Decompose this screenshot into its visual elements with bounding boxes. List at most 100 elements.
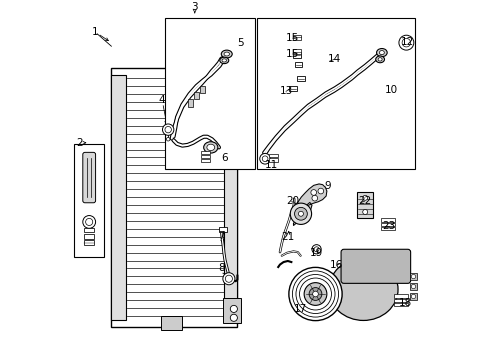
Circle shape (311, 245, 321, 254)
Circle shape (288, 267, 342, 321)
Circle shape (312, 291, 318, 297)
Bar (292, 35, 300, 40)
Bar (161, 316, 182, 330)
Bar (164, 18, 255, 169)
Ellipse shape (375, 56, 384, 63)
Text: 11: 11 (264, 161, 277, 171)
Circle shape (410, 274, 415, 279)
Text: 20: 20 (286, 196, 299, 206)
Circle shape (398, 35, 413, 50)
Bar (380, 227, 394, 230)
Circle shape (410, 284, 415, 289)
Bar (357, 192, 373, 219)
Text: 14: 14 (327, 54, 340, 64)
Bar (393, 303, 407, 306)
Bar (201, 159, 210, 162)
Bar (193, 92, 199, 99)
Text: 10: 10 (384, 85, 397, 95)
Polygon shape (293, 202, 311, 225)
Bar (288, 86, 296, 91)
Text: 16: 16 (329, 260, 343, 270)
Circle shape (401, 39, 410, 47)
Text: 6: 6 (221, 153, 227, 163)
Bar (292, 49, 300, 54)
Circle shape (82, 216, 95, 228)
Ellipse shape (206, 144, 214, 150)
Circle shape (313, 247, 318, 252)
Text: 13: 13 (279, 86, 292, 96)
Circle shape (259, 153, 270, 164)
Text: 9: 9 (324, 181, 330, 192)
Circle shape (304, 283, 326, 305)
Bar (380, 219, 394, 222)
Bar (201, 155, 210, 158)
Circle shape (85, 219, 93, 225)
Bar (84, 228, 94, 232)
Bar (256, 18, 414, 169)
Circle shape (230, 314, 237, 321)
Bar (268, 158, 277, 162)
Ellipse shape (222, 59, 226, 62)
Circle shape (362, 195, 367, 200)
Circle shape (362, 210, 367, 215)
Circle shape (298, 211, 303, 216)
Circle shape (290, 203, 311, 224)
Circle shape (166, 138, 170, 141)
Bar (292, 53, 300, 58)
Circle shape (162, 124, 174, 135)
Text: 17: 17 (293, 304, 306, 314)
Text: 21: 21 (281, 232, 294, 242)
Text: 7: 7 (217, 231, 224, 242)
Circle shape (223, 273, 234, 285)
Circle shape (262, 156, 267, 162)
Ellipse shape (376, 49, 386, 57)
Text: 4: 4 (159, 95, 165, 105)
Bar (74, 144, 104, 257)
Polygon shape (296, 184, 326, 206)
Bar (84, 240, 94, 245)
Bar (409, 273, 417, 280)
Bar (111, 75, 126, 320)
Bar (380, 222, 394, 226)
Text: 22: 22 (357, 196, 370, 206)
Bar (268, 154, 277, 157)
Ellipse shape (328, 258, 397, 320)
Bar (224, 75, 237, 320)
Bar (409, 283, 417, 290)
Bar (223, 298, 241, 323)
Bar (218, 227, 227, 231)
Circle shape (164, 126, 171, 133)
Circle shape (311, 195, 317, 201)
Bar (409, 293, 417, 300)
Ellipse shape (379, 50, 384, 55)
Circle shape (308, 288, 321, 300)
Ellipse shape (203, 142, 218, 153)
Text: 19: 19 (309, 248, 323, 258)
Text: 2: 2 (76, 138, 82, 148)
Bar (297, 76, 305, 81)
Bar (84, 234, 94, 239)
Circle shape (225, 275, 232, 282)
Text: 1: 1 (92, 27, 99, 37)
Bar (111, 68, 237, 327)
Circle shape (310, 190, 316, 195)
FancyBboxPatch shape (82, 152, 95, 203)
Bar (393, 294, 407, 298)
Ellipse shape (377, 58, 381, 61)
Bar (294, 62, 302, 67)
Ellipse shape (224, 52, 229, 56)
FancyBboxPatch shape (340, 249, 410, 283)
Text: 18: 18 (398, 297, 411, 307)
Circle shape (230, 305, 237, 312)
Circle shape (317, 188, 323, 194)
Bar (200, 86, 205, 93)
Bar (187, 99, 193, 107)
Text: 5: 5 (237, 39, 243, 48)
Text: 12: 12 (400, 37, 413, 46)
Circle shape (294, 207, 306, 220)
Bar (201, 150, 210, 154)
Ellipse shape (221, 50, 232, 58)
Text: 15: 15 (285, 33, 299, 43)
Text: 15: 15 (285, 49, 299, 59)
Text: 3: 3 (191, 2, 198, 12)
